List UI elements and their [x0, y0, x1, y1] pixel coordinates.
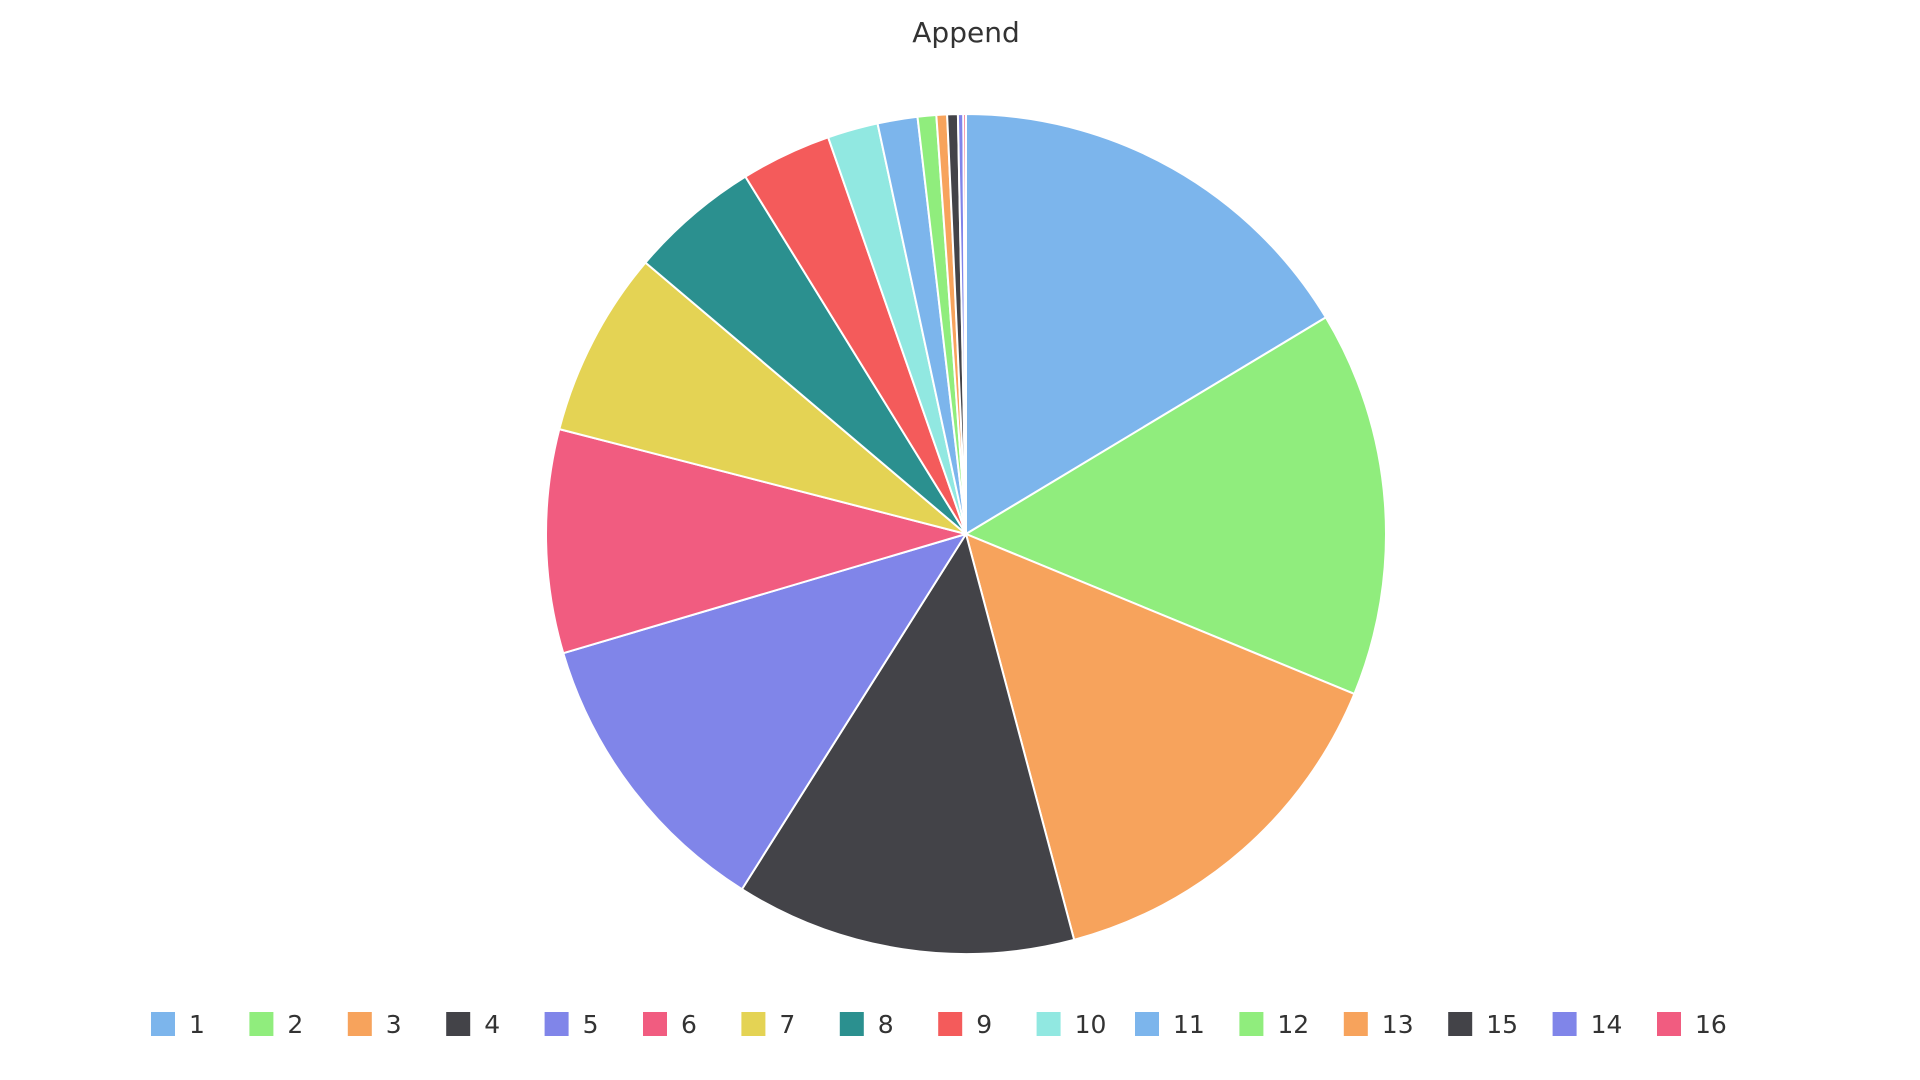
- pie-slices: [545, 113, 1387, 955]
- legend-label-15: 15: [1486, 1010, 1518, 1039]
- pie-slice-3[interactable]: [965, 533, 1356, 941]
- legend-item-2[interactable]: 2: [249, 1010, 303, 1039]
- pie-slice-5[interactable]: [562, 533, 967, 891]
- legend-label-7: 7: [779, 1010, 795, 1039]
- legend-swatch-11: [1135, 1012, 1159, 1036]
- legend-label-1: 1: [189, 1010, 205, 1039]
- legend-item-5[interactable]: 5: [544, 1010, 599, 1039]
- legend-item-10[interactable]: 10: [1036, 1010, 1107, 1039]
- legend-swatch-8: [839, 1012, 864, 1036]
- legend-label-8: 8: [878, 1010, 894, 1039]
- legend-swatch-2: [249, 1012, 274, 1036]
- chart-title: Append: [912, 16, 1019, 49]
- legend-swatch-10: [1036, 1012, 1061, 1036]
- legend-item-15[interactable]: 15: [1448, 1010, 1518, 1039]
- legend-swatch-3: [347, 1012, 372, 1036]
- legend-label-3: 3: [386, 1010, 402, 1039]
- legend-label-2: 2: [287, 1010, 303, 1039]
- legend-item-16[interactable]: 16: [1657, 1010, 1727, 1039]
- pie-slice-6[interactable]: [545, 428, 967, 655]
- legend-swatch-14: [1552, 1012, 1577, 1036]
- legend-swatch-15: [1448, 1012, 1473, 1036]
- pie-slice-1[interactable]: [965, 113, 1327, 535]
- pie-slice-16[interactable]: [962, 113, 967, 535]
- legend-swatch-9: [938, 1012, 963, 1036]
- legend-item-4[interactable]: 4: [446, 1010, 500, 1039]
- legend-swatch-16: [1657, 1012, 1681, 1036]
- legend-item-3[interactable]: 3: [347, 1010, 402, 1039]
- legend-item-1[interactable]: 1: [151, 1010, 205, 1039]
- pie-slice-2[interactable]: [965, 316, 1387, 695]
- legend-item-8[interactable]: 8: [839, 1010, 894, 1039]
- legend-swatch-12: [1239, 1012, 1264, 1036]
- legend-label-13: 13: [1382, 1010, 1414, 1039]
- legend-label-6: 6: [681, 1010, 697, 1039]
- legend-swatch-13: [1343, 1012, 1368, 1036]
- legend-label-14: 14: [1591, 1010, 1623, 1039]
- legend-item-12[interactable]: 12: [1239, 1010, 1309, 1039]
- legend-swatch-5: [544, 1012, 569, 1036]
- legend-label-4: 4: [484, 1010, 500, 1039]
- legend-swatch-4: [446, 1012, 471, 1036]
- legend-item-13[interactable]: 13: [1343, 1010, 1414, 1039]
- legend-swatch-6: [643, 1012, 667, 1036]
- legend-label-9: 9: [976, 1010, 992, 1039]
- legend-item-7[interactable]: 7: [741, 1010, 795, 1039]
- legend-item-6[interactable]: 6: [643, 1010, 697, 1039]
- legend-label-16: 16: [1695, 1010, 1727, 1039]
- legend: 1 2 3 4 5 6 7 8 9 10 11 12 13 15 14 16: [151, 1010, 1727, 1039]
- legend-item-9[interactable]: 9: [938, 1010, 992, 1039]
- legend-label-11: 11: [1173, 1010, 1205, 1039]
- pie-slice-7[interactable]: [558, 261, 967, 535]
- legend-label-10: 10: [1075, 1010, 1107, 1039]
- legend-label-5: 5: [583, 1010, 599, 1039]
- pie-slice-4[interactable]: [740, 533, 1076, 955]
- legend-item-11[interactable]: 11: [1135, 1010, 1205, 1039]
- legend-label-12: 12: [1277, 1010, 1309, 1039]
- legend-swatch-7: [741, 1012, 766, 1036]
- legend-swatch-1: [151, 1012, 175, 1036]
- legend-item-14[interactable]: 14: [1552, 1010, 1623, 1039]
